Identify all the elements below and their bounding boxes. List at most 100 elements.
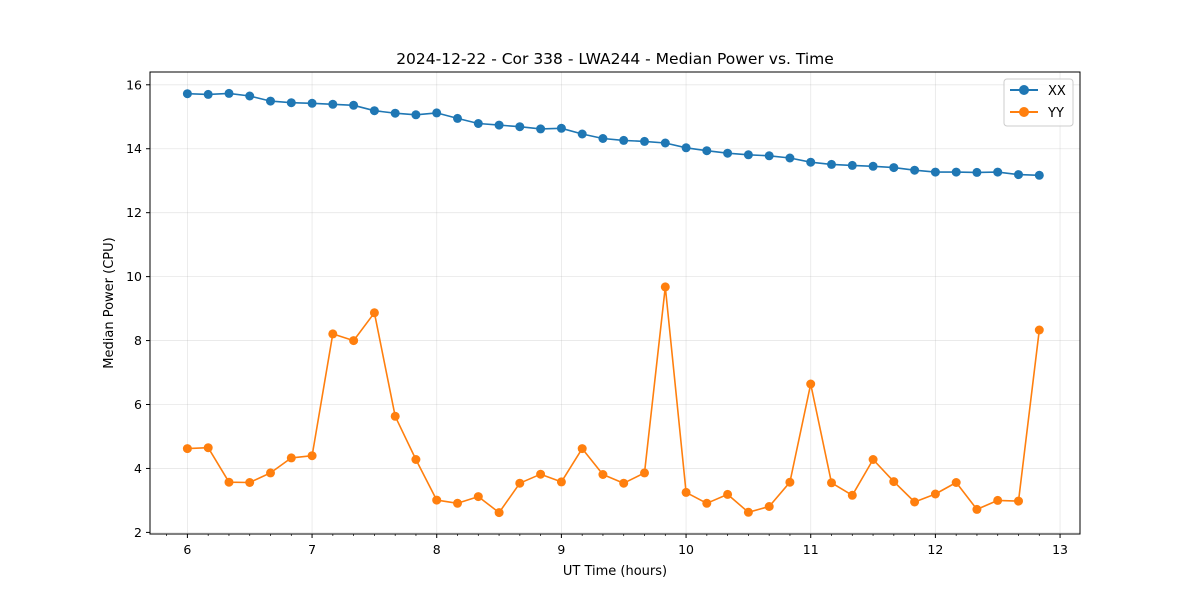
- data-point-yy: [432, 495, 442, 505]
- data-point-yy: [1034, 325, 1044, 335]
- grid: [150, 72, 1080, 534]
- data-point-xx: [681, 143, 691, 153]
- series-layer: [182, 88, 1044, 518]
- data-point-xx: [972, 167, 982, 177]
- data-point-xx: [286, 98, 296, 108]
- data-point-xx: [640, 136, 649, 146]
- data-point-yy: [203, 443, 213, 453]
- data-point-yy: [266, 468, 275, 478]
- data-point-yy: [972, 504, 982, 514]
- data-point-xx: [785, 153, 795, 163]
- data-point-xx: [619, 135, 629, 145]
- y-tick-label: 12: [126, 205, 142, 220]
- data-point-yy: [556, 477, 566, 487]
- data-point-xx: [577, 129, 587, 139]
- data-point-xx: [827, 159, 836, 169]
- data-point-yy: [723, 489, 733, 499]
- y-axis-ticks: 2 4 6 8 10 12 14 16: [126, 77, 150, 540]
- data-point-yy: [182, 444, 192, 454]
- data-point-yy: [390, 411, 400, 421]
- data-point-yy: [660, 282, 670, 292]
- x-tick-label: 10: [678, 542, 694, 557]
- legend-label-yy: YY: [1047, 106, 1064, 121]
- data-point-yy: [494, 508, 504, 518]
- data-point-xx: [1014, 170, 1023, 180]
- x-tick-label: 8: [433, 542, 441, 557]
- data-point-xx: [473, 119, 483, 128]
- data-point-xx: [723, 148, 733, 158]
- data-point-xx: [203, 89, 213, 99]
- chart-title: 2024-12-22 - Cor 338 - LWA244 - Median P…: [396, 50, 834, 68]
- plot-area-frame: [149, 71, 1081, 535]
- legend: XX YY: [1003, 78, 1074, 127]
- data-point-yy: [785, 477, 795, 487]
- data-point-yy: [806, 379, 816, 389]
- data-point-xx: [390, 108, 400, 118]
- data-point-xx: [868, 161, 878, 171]
- x-tick-label: 13: [1052, 542, 1068, 557]
- data-point-xx: [556, 123, 566, 133]
- data-point-xx: [993, 167, 1003, 177]
- y-tick-label: 6: [134, 397, 142, 412]
- data-point-xx: [349, 100, 359, 110]
- y-tick-label: 16: [126, 77, 142, 92]
- data-point-yy: [577, 444, 587, 454]
- x-axis-ticks: 6 7 8 9 10 11 12 13: [166, 534, 1068, 557]
- data-point-xx: [182, 89, 192, 99]
- data-point-xx: [660, 138, 670, 148]
- data-point-xx: [910, 165, 920, 175]
- data-point-yy: [1014, 496, 1023, 506]
- y-axis-label: Median Power (CPU): [102, 237, 117, 368]
- data-point-yy: [619, 478, 629, 488]
- y-tick-label: 8: [134, 333, 142, 348]
- data-point-yy: [328, 329, 338, 339]
- data-point-yy: [868, 455, 878, 464]
- data-point-yy: [473, 492, 483, 502]
- data-point-yy: [764, 502, 774, 511]
- data-point-xx: [369, 106, 379, 116]
- x-tick-label: 11: [803, 542, 819, 557]
- legend-marker-yy: [1019, 107, 1029, 117]
- data-point-yy: [702, 498, 712, 508]
- data-point-yy: [847, 490, 857, 500]
- data-point-yy: [307, 451, 317, 461]
- data-point-xx: [847, 160, 857, 170]
- data-point-xx: [951, 167, 961, 177]
- data-point-xx: [328, 99, 338, 109]
- data-point-xx: [245, 91, 255, 101]
- data-point-xx: [453, 113, 462, 123]
- data-point-yy: [349, 336, 359, 346]
- data-point-yy: [224, 477, 234, 487]
- data-point-xx: [598, 134, 608, 143]
- data-point-xx: [889, 163, 899, 173]
- data-point-yy: [286, 453, 296, 463]
- y-tick-label: 14: [126, 141, 142, 156]
- data-point-xx: [266, 96, 275, 106]
- y-tick-label: 2: [134, 525, 142, 540]
- y-tick-label: 10: [126, 269, 142, 284]
- data-point-yy: [827, 478, 836, 488]
- x-tick-label: 9: [557, 542, 565, 557]
- data-point-yy: [910, 497, 920, 507]
- data-point-yy: [411, 455, 421, 464]
- data-point-yy: [598, 470, 608, 479]
- legend-marker-xx: [1019, 85, 1029, 95]
- data-point-xx: [1034, 170, 1044, 180]
- data-point-yy: [743, 507, 753, 517]
- data-point-xx: [930, 167, 940, 177]
- x-tick-label: 7: [308, 542, 316, 557]
- data-point-xx: [307, 98, 317, 108]
- data-point-yy: [245, 478, 255, 487]
- data-point-xx: [536, 124, 546, 134]
- data-point-xx: [743, 150, 753, 160]
- y-tick-label: 4: [134, 461, 142, 476]
- data-point-xx: [764, 151, 774, 161]
- data-point-yy: [369, 308, 379, 318]
- data-point-yy: [640, 468, 649, 478]
- x-tick-label: 12: [927, 542, 943, 557]
- data-point-xx: [702, 146, 712, 156]
- data-point-yy: [681, 487, 691, 497]
- data-point-yy: [951, 478, 961, 487]
- series-line-yy: [187, 286, 1041, 514]
